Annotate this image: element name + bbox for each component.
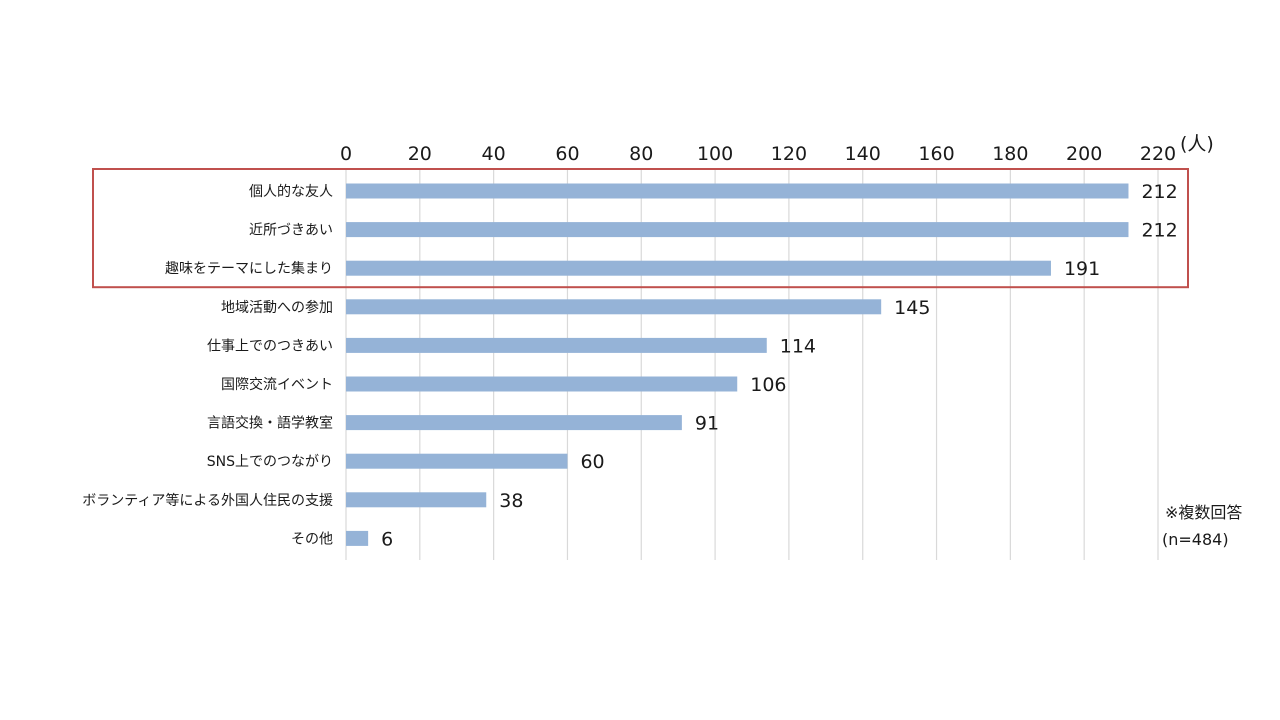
x-tick-label: 20 xyxy=(408,143,432,165)
highlight-box xyxy=(92,168,1189,289)
category-label: 仕事上でのつきあい xyxy=(207,338,333,354)
x-axis-ticks: 0 20 40 60 80 100 120 140 160 180 200 220 xyxy=(340,143,1176,165)
category-label: その他 xyxy=(291,531,333,547)
x-tick-label: 220 xyxy=(1140,143,1176,165)
value-label: 6 xyxy=(381,528,393,550)
x-tick-label: 40 xyxy=(482,143,506,165)
value-label: 212 xyxy=(1141,220,1177,242)
bar xyxy=(346,299,882,315)
x-tick-label: 100 xyxy=(697,143,733,165)
x-tick-label: 80 xyxy=(629,143,653,165)
x-tick-label: 60 xyxy=(555,143,579,165)
category-label: 近所づきあい xyxy=(249,223,333,239)
bar xyxy=(346,453,568,469)
category-label: 国際交流イベント xyxy=(221,376,333,393)
note-multiple-answers: ※複数回答 xyxy=(1165,503,1242,522)
value-label: 38 xyxy=(499,490,523,512)
value-label: 91 xyxy=(695,413,719,435)
bar xyxy=(346,415,682,431)
bar xyxy=(346,222,1129,238)
x-tick-label: 200 xyxy=(1066,143,1102,165)
category-label: 地域活動への参加 xyxy=(221,299,333,316)
category-label: ボランティア等による外国人住民の支援 xyxy=(82,492,333,509)
x-tick-label: 180 xyxy=(992,143,1028,165)
category-label: 趣味をテーマにした集まり xyxy=(165,260,333,277)
value-label: 145 xyxy=(894,297,930,319)
x-tick-label: 0 xyxy=(340,143,352,165)
bar xyxy=(346,183,1129,199)
x-tick-label: 160 xyxy=(918,143,954,165)
value-label: 114 xyxy=(780,335,816,357)
value-label: 60 xyxy=(580,451,604,473)
bar xyxy=(346,530,369,546)
x-axis-unit-label: (人) xyxy=(1180,133,1214,155)
category-labels: 個人的な友人近所づきあい趣味をテーマにした集まり地域活動への参加仕事上でのつきあ… xyxy=(82,184,333,547)
bar xyxy=(346,376,738,392)
category-label: 個人的な友人 xyxy=(249,184,333,200)
x-tick-label: 120 xyxy=(771,143,807,165)
category-label: SNS上でのつながり xyxy=(207,454,333,470)
bar xyxy=(346,492,487,508)
x-tick-label: 140 xyxy=(845,143,881,165)
bar xyxy=(346,337,767,353)
value-label: 212 xyxy=(1141,181,1177,203)
value-label: 191 xyxy=(1064,258,1100,280)
note-sample-size: (n=484) xyxy=(1162,530,1229,549)
value-labels: 212 212 191 145 114 106 91 60 38 6 xyxy=(381,181,1178,550)
category-label: 言語交換・語学教室 xyxy=(207,415,333,432)
bars xyxy=(346,183,1129,546)
bar xyxy=(346,260,1051,276)
value-label: 106 xyxy=(750,374,786,396)
